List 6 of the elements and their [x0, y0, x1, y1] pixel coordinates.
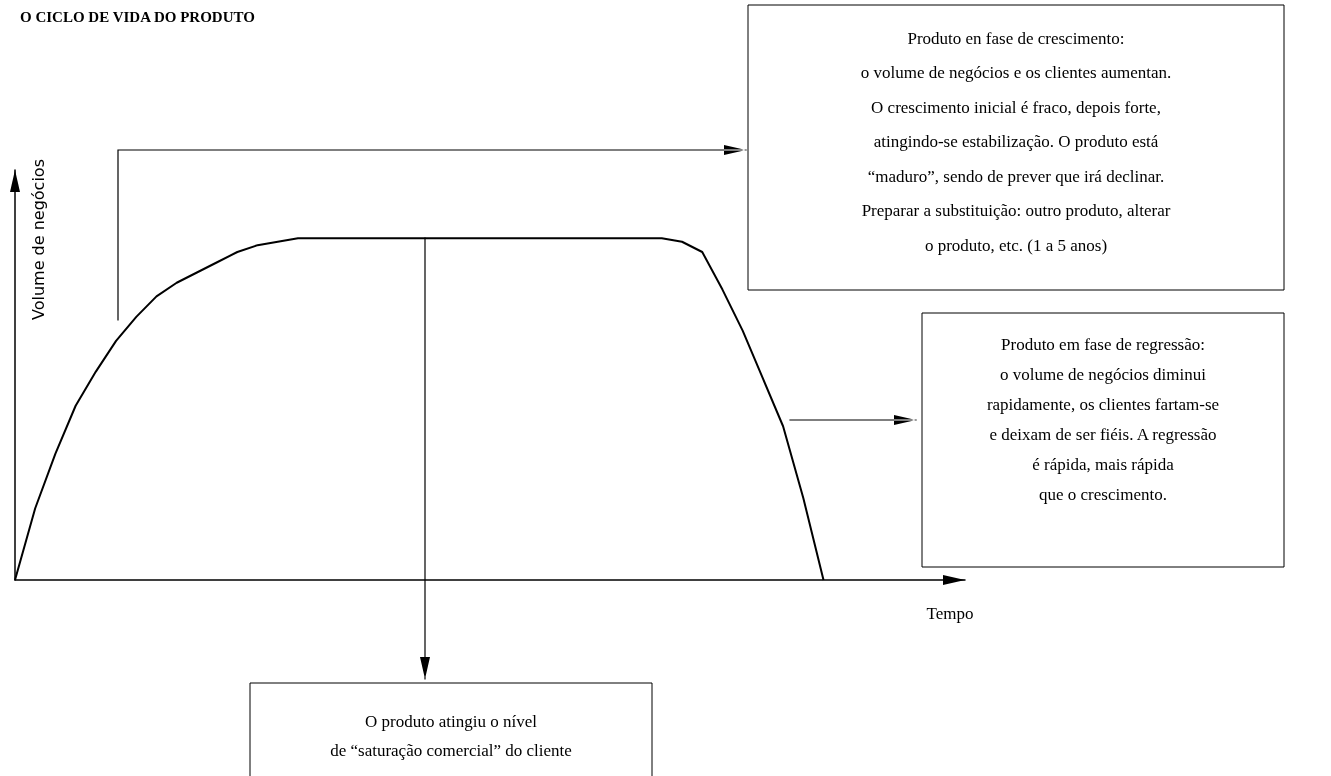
text: O produto atingiu o nível de “saturação comercial” do cliente [330, 712, 572, 760]
annotation: Produto en fase de crescimento: o volume de negócios e os clientes aumentan. O crescimento inicial é fraco, depois forte, atingindo-se estabilização. O produto está “maduro”, sendo de prever que irá declinar. Preparar a substituição: outro produto, alterar o produto, etc. (1 a 5 anos) [860, 28, 1172, 255]
chart-title: O CICLO DE VIDA DO PRODUTO [20, 8, 255, 25]
text: Produto em fase de regressão: o volume de negócios diminui rapidamente, os clientes fartam-se e deixam de ser fiéis. A regressão é rápida, mais rápida que o crescimento. [986, 334, 1220, 504]
x-axis-title: Tempo [926, 604, 974, 623]
y-axis-title: Volume de negócios [28, 159, 48, 320]
